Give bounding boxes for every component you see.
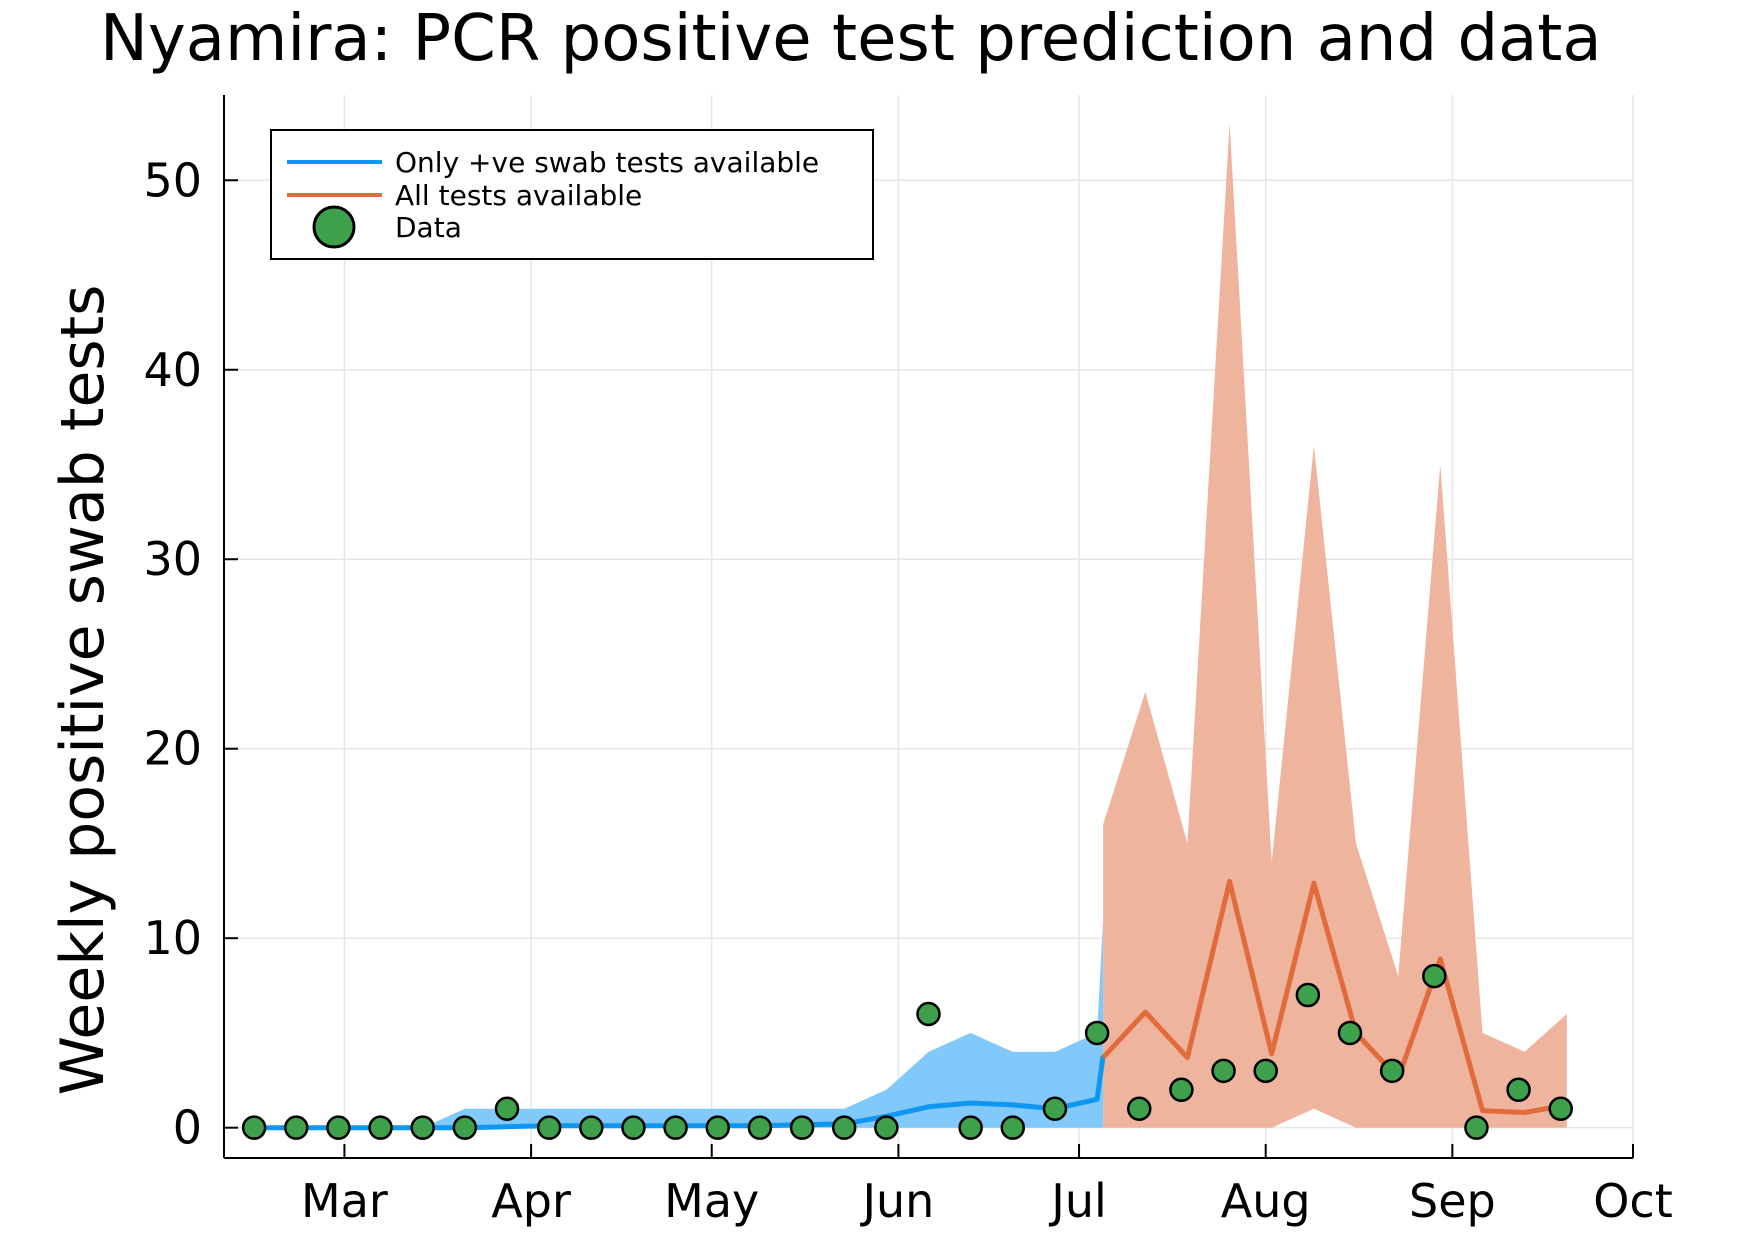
x-tick-label: May (664, 1174, 759, 1228)
data-point (1464, 1115, 1489, 1140)
axes (223, 95, 1634, 1159)
data-point (705, 1115, 731, 1140)
data-point (1000, 1115, 1026, 1140)
data-point (831, 1115, 857, 1140)
data-points (241, 963, 1573, 1140)
y-tick-label: 30 (143, 532, 202, 586)
data-point (621, 1115, 646, 1140)
data-point (1042, 1096, 1068, 1121)
x-tick-label: Sep (1409, 1174, 1496, 1228)
data-point (326, 1115, 351, 1140)
data-point (452, 1115, 478, 1140)
line-all-tests (1101, 878, 1568, 1115)
x-tick-label: Mar (301, 1174, 388, 1228)
data-point (663, 1115, 688, 1140)
x-tick-label: Aug (1221, 1174, 1311, 1228)
data-point (284, 1115, 309, 1140)
y-tick-label: 20 (143, 722, 202, 776)
data-point (1379, 1058, 1405, 1084)
legend-marker-data (312, 205, 356, 249)
legend: Only +ve swab tests available All tests … (270, 129, 874, 260)
data-point (494, 1096, 520, 1121)
x-tick-label: Apr (491, 1174, 571, 1228)
data-point (916, 1001, 941, 1027)
data-point (1169, 1077, 1194, 1103)
data-point (1211, 1058, 1236, 1084)
data-point (1506, 1077, 1531, 1103)
data-point (1337, 1020, 1363, 1046)
data-point (368, 1115, 393, 1140)
data-point (536, 1115, 562, 1140)
band-all-tests (1103, 123, 1567, 1128)
data-point (789, 1115, 815, 1140)
data-point (1084, 1020, 1110, 1046)
data-point (747, 1115, 773, 1140)
data-point (579, 1115, 604, 1140)
legend-label-only-positive: Only +ve swab tests available (395, 146, 819, 179)
data-point (958, 1115, 983, 1140)
tick-labels: 0 10 20 30 40 50 Mar Apr May Jun Jul Aug Sep Oct (143, 153, 1672, 1228)
x-tick-label: Jul (1048, 1174, 1107, 1228)
data-point (1422, 963, 1447, 989)
y-tick-label: 0 (173, 1101, 202, 1155)
legend-label-all-tests: All tests available (395, 179, 642, 212)
data-point (1253, 1058, 1278, 1084)
y-tick-label: 10 (143, 911, 202, 965)
series-lines (254, 878, 1568, 1131)
x-tick-label: Oct (1593, 1174, 1673, 1228)
chart-title: Nyamira: PCR positive test prediction an… (100, 2, 1602, 76)
x-tick-label: Jun (859, 1174, 934, 1228)
data-point (410, 1115, 435, 1140)
legend-label-data: Data (395, 211, 462, 244)
confidence-bands (254, 123, 1567, 1128)
data-point (241, 1115, 267, 1140)
y-axis-label: Weekly positive swab tests (48, 285, 118, 1096)
data-point (1548, 1096, 1573, 1121)
band-only-positive (254, 919, 1104, 1128)
data-point (1126, 1096, 1152, 1121)
y-tick-label: 50 (143, 153, 202, 207)
data-point (1295, 982, 1321, 1008)
y-tick-label: 40 (143, 343, 202, 397)
data-point (874, 1115, 899, 1140)
line-only-positive (254, 1055, 1106, 1131)
